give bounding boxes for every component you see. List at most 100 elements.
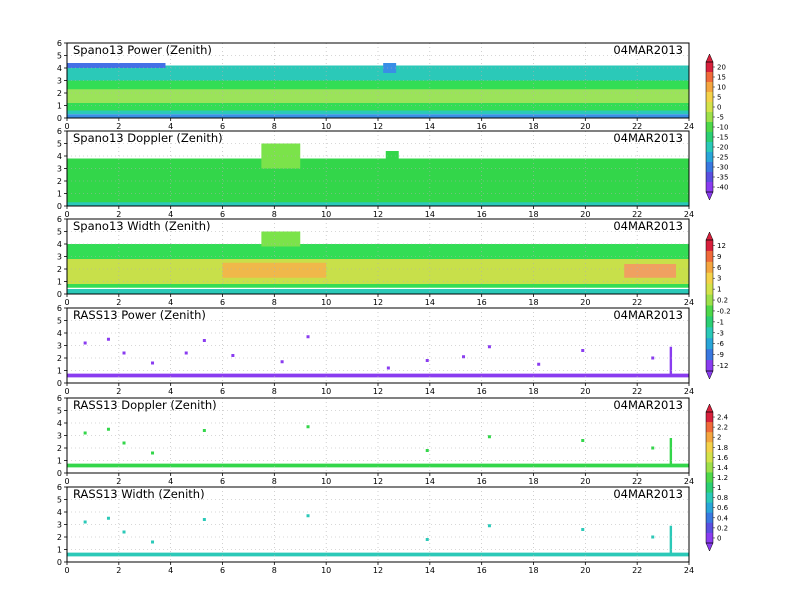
- colorbar-segment: [706, 472, 713, 483]
- data-layer: [67, 463, 689, 468]
- colorbar-segment: [706, 62, 713, 73]
- x-tick-label: 2: [116, 210, 121, 219]
- x-tick-label: 22: [632, 387, 642, 396]
- data-point: [106, 427, 110, 431]
- colorbar-label: -12: [717, 362, 728, 370]
- colorbar-segment: [706, 142, 713, 153]
- colorbar-segment: [706, 522, 713, 534]
- x-tick-label: 4: [168, 122, 173, 131]
- x-tick-label: 14: [425, 122, 435, 131]
- colorbar-label: 12: [717, 242, 726, 250]
- data-layer: [67, 158, 689, 205]
- x-tick-label: 2: [116, 122, 121, 131]
- data-point: [425, 538, 429, 541]
- y-tick-label: 6: [57, 304, 62, 313]
- panel-date: 04MAR2013: [613, 308, 683, 322]
- data-point: [280, 360, 284, 364]
- data-layer: [67, 552, 689, 557]
- colorbar-label: 2.2: [717, 424, 728, 432]
- y-tick-label: 0: [57, 469, 62, 478]
- colorbar-label: 6: [717, 264, 722, 272]
- data-point: [487, 345, 491, 349]
- colorbar-label: 0.2: [717, 297, 728, 305]
- colorbar-segment: [706, 462, 713, 473]
- x-tick-label: 20: [580, 477, 590, 486]
- x-tick-label: 20: [580, 298, 590, 307]
- colorbar-label: 0: [717, 104, 721, 112]
- data-point: [581, 528, 585, 531]
- colorbar-label: -0.2: [717, 307, 731, 315]
- colorbar-spano: 20 15 10 5 0 -5 -10 -15 -20 -25 -30 -35 -40: [705, 53, 728, 201]
- x-tick-label: 16: [477, 387, 487, 396]
- x-tick-label: 12: [373, 298, 383, 307]
- data-layer: [383, 63, 397, 73]
- y-tick-label: 2: [57, 354, 62, 363]
- y-tick-label: 6: [57, 394, 62, 403]
- panel-title: RASS13 Width (Zenith): [73, 487, 205, 501]
- y-tick-label: 5: [57, 407, 62, 416]
- y-tick-label: 1: [57, 457, 62, 466]
- data-point: [487, 435, 491, 439]
- colorbar-segment: [706, 294, 713, 306]
- data-point: [581, 439, 585, 442]
- y-tick-label: 6: [57, 127, 62, 136]
- data-point: [425, 449, 429, 452]
- data-point: [122, 530, 126, 534]
- data-point: [151, 451, 155, 455]
- data-layer: [624, 264, 677, 278]
- colorbar-segment: [706, 360, 713, 372]
- y-tick-label: 4: [57, 329, 62, 338]
- data-layer: [385, 151, 399, 159]
- y-tick-label: 0: [57, 379, 62, 388]
- y-tick-label: 1: [57, 546, 62, 555]
- panel-title: Spano13 Width (Zenith): [73, 219, 211, 233]
- colorbar-tip-bottom: [705, 370, 714, 380]
- y-tick-label: 3: [57, 521, 62, 530]
- x-tick-label: 8: [272, 298, 277, 307]
- colorbar-label: 3: [717, 275, 721, 283]
- colorbar-segment: [706, 162, 713, 173]
- y-tick-label: 4: [57, 64, 62, 73]
- panel-title: Spano13 Doppler (Zenith): [73, 131, 223, 145]
- x-tick-label: 14: [425, 566, 435, 575]
- x-tick-label: 22: [632, 566, 642, 575]
- colorbar-label: 0: [717, 534, 721, 542]
- colorbar-label: 0.6: [717, 504, 729, 512]
- colorbar-label: -9: [717, 351, 724, 359]
- x-tick-label: 4: [168, 477, 173, 486]
- colorbar-label: 1.4: [717, 464, 729, 472]
- colorbar-label: -15: [717, 134, 728, 142]
- colorbar-label: -30: [717, 164, 728, 172]
- data-point: [651, 356, 655, 360]
- x-tick-label: 0: [64, 122, 69, 131]
- y-tick-label: 2: [57, 533, 62, 542]
- colorbar-label: 5: [717, 94, 721, 102]
- y-tick-label: 3: [57, 165, 62, 174]
- data-point: [425, 359, 429, 362]
- colorbar-segment: [706, 152, 713, 163]
- colorbar-segment: [706, 338, 713, 350]
- colorbar-segment: [706, 261, 713, 274]
- colorbar-label: 2: [717, 434, 721, 442]
- x-tick-label: 16: [477, 477, 487, 486]
- x-tick-label: 18: [528, 387, 538, 396]
- y-tick-label: 5: [57, 52, 62, 61]
- colorbar-segment: [706, 512, 713, 524]
- colorbar-label: 0.8: [717, 494, 728, 502]
- x-tick-label: 0: [64, 477, 69, 486]
- y-tick-label: 5: [57, 317, 62, 326]
- y-tick-label: 0: [57, 558, 62, 567]
- colorbar-label: 2.4: [717, 414, 729, 422]
- x-tick-label: 8: [272, 566, 277, 575]
- data-point: [306, 514, 310, 518]
- colorbar-segment: [706, 283, 713, 295]
- colorbar-tip-top: [705, 53, 714, 63]
- x-tick-label: 2: [116, 298, 121, 307]
- data-point: [106, 516, 110, 520]
- colorbar-segment: [706, 112, 713, 123]
- x-tick-label: 2: [116, 477, 121, 486]
- data-point: [106, 337, 110, 341]
- colorbar-label: -40: [717, 184, 728, 192]
- colorbar-label: 1: [717, 484, 721, 492]
